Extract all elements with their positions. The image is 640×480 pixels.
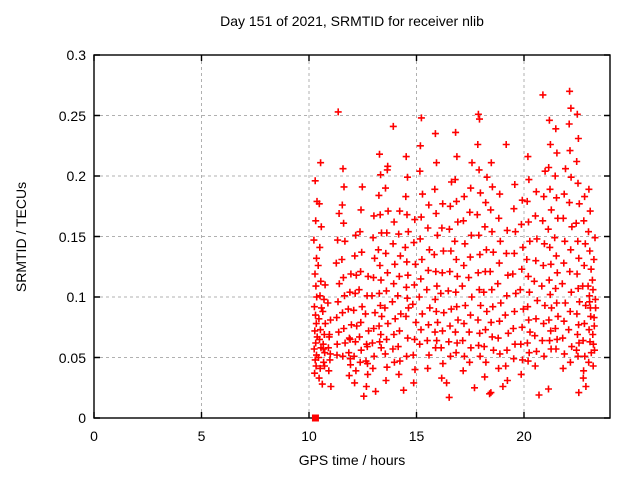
x-tick-label: 20 <box>516 428 532 444</box>
y-tick-label: 0.25 <box>58 107 86 124</box>
zero-square-marker <box>311 414 319 422</box>
x-tick-label: 10 <box>301 428 317 444</box>
chart-title: Day 151 of 2021, SRMTID for receiver nli… <box>220 13 484 29</box>
x-tick-label: 15 <box>408 428 425 444</box>
y-tick-label: 0 <box>78 410 86 426</box>
tick-marks <box>93 54 610 419</box>
y-tick-label: 0.05 <box>58 349 86 366</box>
y-tick-label: 0.2 <box>66 168 86 184</box>
scatter-points <box>310 87 600 401</box>
x-axis-label: GPS time / hours <box>298 452 406 468</box>
y-tick-label: 0.3 <box>66 47 86 63</box>
x-tick-label: 0 <box>90 428 98 444</box>
y-tick-label: 0.15 <box>58 228 86 245</box>
y-tick-label: 0.1 <box>66 289 86 305</box>
grid-lines <box>94 55 610 418</box>
x-tick-label: 5 <box>197 428 206 444</box>
